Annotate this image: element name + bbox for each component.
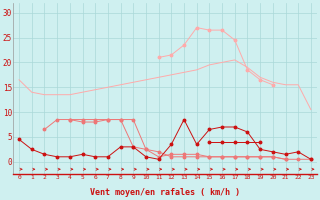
X-axis label: Vent moyen/en rafales ( km/h ): Vent moyen/en rafales ( km/h ) xyxy=(90,188,240,197)
